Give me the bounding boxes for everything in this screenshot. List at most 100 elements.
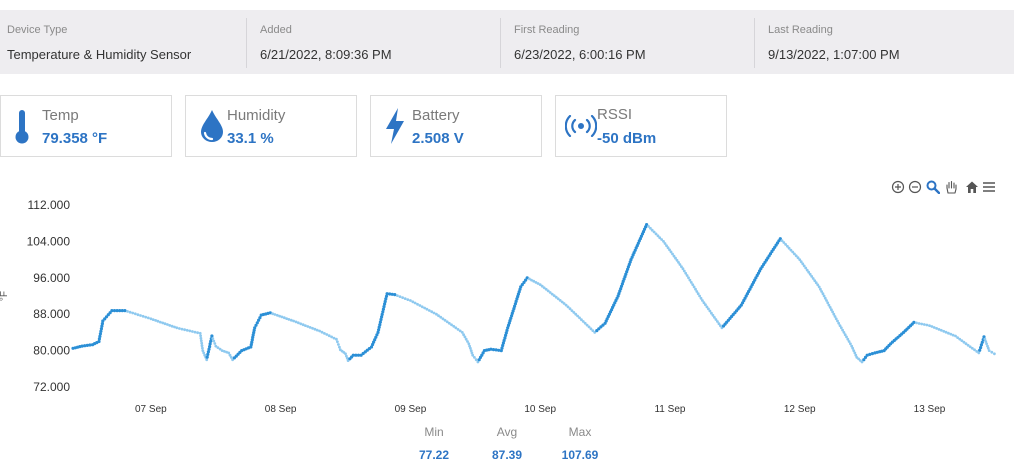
data-point bbox=[512, 307, 516, 311]
humidity-card[interactable]: Humidity 33.1 % bbox=[185, 95, 357, 157]
x-tick-label: 11 Sep bbox=[654, 404, 685, 415]
temp-label: Temp bbox=[42, 107, 79, 124]
data-point bbox=[470, 351, 474, 355]
temp-card[interactable]: Temp 79.358 °F bbox=[0, 95, 172, 157]
data-point bbox=[108, 311, 112, 315]
data-point bbox=[98, 332, 102, 336]
data-point bbox=[88, 343, 92, 347]
data-point bbox=[538, 283, 542, 286]
data-point bbox=[587, 325, 591, 329]
data-point bbox=[250, 340, 254, 344]
pan-icon[interactable] bbox=[944, 180, 958, 194]
data-point bbox=[518, 287, 522, 291]
data-point bbox=[581, 320, 585, 323]
data-point bbox=[714, 318, 718, 321]
data-point bbox=[396, 294, 399, 297]
data-point bbox=[401, 296, 404, 299]
data-point bbox=[717, 322, 721, 326]
data-point bbox=[460, 331, 464, 334]
data-point bbox=[987, 349, 991, 352]
data-point bbox=[373, 338, 377, 342]
data-point bbox=[979, 343, 984, 347]
data-point bbox=[299, 322, 303, 326]
data-point bbox=[380, 315, 384, 319]
data-point bbox=[273, 313, 277, 316]
data-point bbox=[336, 340, 339, 344]
data-point bbox=[985, 342, 988, 346]
first-reading-value: 6/23/2022, 6:00:16 PM bbox=[514, 47, 646, 62]
data-point bbox=[205, 355, 209, 359]
data-point bbox=[511, 309, 515, 313]
zoom-select-icon[interactable] bbox=[926, 180, 940, 194]
data-point bbox=[110, 309, 114, 313]
data-point bbox=[501, 343, 505, 348]
data-point bbox=[500, 346, 504, 350]
data-point bbox=[532, 279, 536, 283]
data-point bbox=[665, 244, 668, 247]
zoom-out-icon[interactable] bbox=[908, 180, 922, 194]
data-point bbox=[280, 315, 284, 319]
data-point bbox=[441, 317, 445, 321]
device-type-value: Temperature & Humidity Sensor bbox=[7, 47, 192, 62]
data-point bbox=[786, 244, 789, 248]
data-point bbox=[850, 344, 854, 348]
battery-card[interactable]: Battery 2.508 V bbox=[370, 95, 542, 157]
data-point bbox=[294, 320, 298, 324]
data-point bbox=[306, 325, 310, 328]
home-icon[interactable] bbox=[965, 180, 979, 194]
rssi-label: RSSI bbox=[597, 106, 633, 123]
data-point bbox=[296, 321, 300, 325]
lightning-bolt-icon bbox=[386, 108, 404, 144]
data-point bbox=[804, 266, 808, 270]
zoom-in-icon[interactable] bbox=[891, 180, 905, 194]
data-point bbox=[583, 321, 587, 325]
data-point bbox=[942, 329, 946, 333]
data-point bbox=[420, 305, 424, 309]
data-point bbox=[619, 284, 624, 288]
data-point bbox=[128, 310, 132, 314]
data-point bbox=[986, 346, 990, 350]
data-point bbox=[223, 350, 226, 353]
data-point bbox=[104, 315, 109, 319]
menu-icon[interactable] bbox=[982, 180, 996, 194]
y-tick-label: 112.000 bbox=[28, 198, 71, 212]
avg-value: 87.39 bbox=[491, 448, 523, 462]
data-point bbox=[546, 289, 550, 293]
data-point bbox=[173, 325, 176, 329]
data-point bbox=[374, 335, 378, 339]
data-point bbox=[156, 319, 160, 323]
data-point bbox=[628, 260, 632, 264]
data-point bbox=[123, 309, 127, 313]
data-point bbox=[447, 321, 451, 325]
data-point bbox=[378, 320, 382, 324]
data-point bbox=[325, 333, 329, 336]
data-point bbox=[920, 322, 924, 326]
data-point bbox=[268, 311, 272, 315]
min-label: Min bbox=[424, 425, 444, 439]
data-point bbox=[705, 305, 709, 309]
temperature-chart[interactable]: 112.000 104.000 96.000 88.000 80.000 72.000 °… bbox=[0, 185, 1024, 425]
data-point bbox=[685, 274, 689, 277]
data-point bbox=[662, 240, 665, 243]
data-point bbox=[917, 322, 921, 325]
data-point bbox=[83, 344, 87, 348]
data-point bbox=[199, 334, 203, 338]
data-point bbox=[385, 292, 389, 296]
data-point bbox=[474, 358, 478, 362]
data-point bbox=[719, 324, 722, 328]
data-point bbox=[794, 254, 798, 258]
data-point bbox=[510, 314, 514, 318]
data-point bbox=[842, 331, 846, 334]
data-point bbox=[979, 346, 983, 350]
data-point bbox=[476, 360, 480, 364]
data-point bbox=[250, 338, 254, 342]
data-point bbox=[798, 258, 802, 261]
data-point bbox=[558, 299, 562, 302]
rssi-card[interactable]: RSSI -50 dBm bbox=[555, 95, 727, 157]
y-axis-label: °F bbox=[0, 291, 10, 301]
data-point bbox=[504, 331, 508, 335]
data-point bbox=[376, 330, 380, 334]
rssi-value: -50 dBm bbox=[597, 130, 657, 147]
data-point bbox=[811, 277, 815, 280]
data-point bbox=[99, 329, 103, 333]
